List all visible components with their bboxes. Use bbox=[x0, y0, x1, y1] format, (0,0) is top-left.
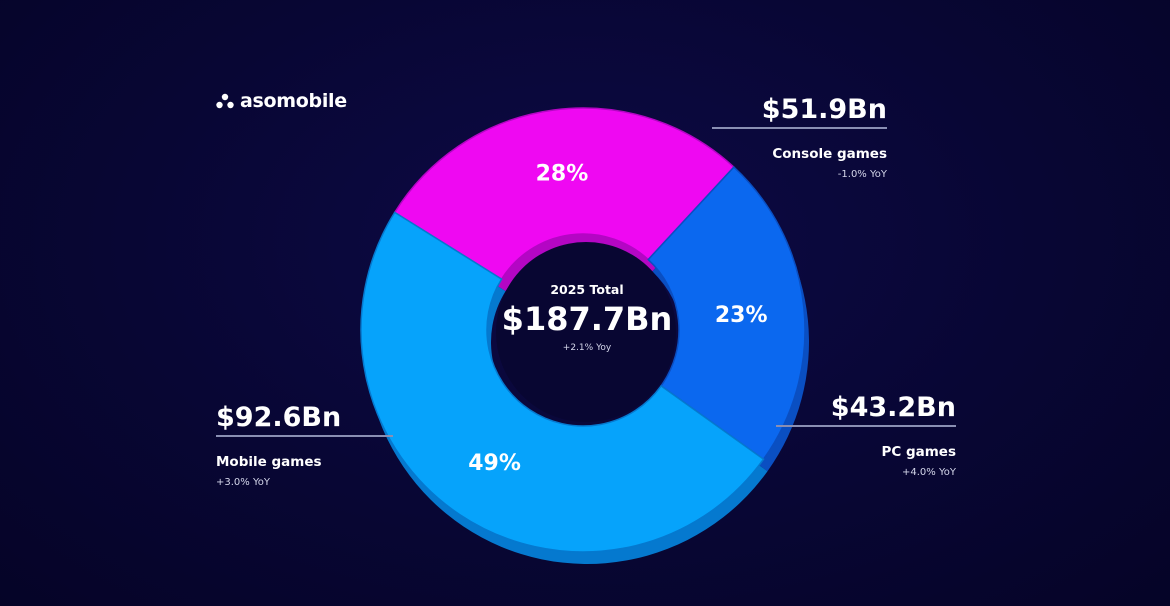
slice-label-console: 28% bbox=[536, 161, 589, 186]
callout-console-yoy: -1.0% YoY bbox=[837, 169, 887, 180]
slice-label-mobile: 49% bbox=[468, 451, 521, 476]
leader-lines bbox=[216, 127, 956, 437]
callout-pc: $43.2Bn PC games +4.0% YoY bbox=[756, 394, 956, 478]
callout-mobile-value: $92.6Bn bbox=[216, 402, 342, 433]
brand-name: asomobile bbox=[240, 90, 347, 112]
logo-icon bbox=[216, 93, 234, 109]
callout-mobile-name: Mobile games bbox=[216, 454, 322, 470]
callout-mobile: $92.6Bn Mobile games +3.0% YoY bbox=[216, 404, 416, 488]
callout-pc-yoy: +4.0% YoY bbox=[902, 467, 956, 478]
callout-console: $51.9Bn Console games -1.0% YoY bbox=[687, 96, 887, 180]
slice-pc bbox=[647, 166, 806, 461]
callout-pc-value: $43.2Bn bbox=[830, 392, 956, 423]
center-title: 2025 Total bbox=[550, 282, 623, 297]
slice-console bbox=[393, 107, 735, 281]
donut-hole bbox=[496, 242, 676, 422]
callout-console-name: Console games bbox=[772, 146, 887, 162]
center-total: 2025 Total $187.7Bn +2.1% Yoy bbox=[502, 282, 673, 353]
center-yoy: +2.1% Yoy bbox=[563, 343, 612, 353]
callout-console-value: $51.9Bn bbox=[761, 94, 887, 125]
callout-pc-name: PC games bbox=[881, 444, 956, 460]
slice-label-pc: 23% bbox=[715, 303, 768, 328]
slice-mobile bbox=[360, 211, 765, 553]
brand-logo: asomobile bbox=[216, 90, 347, 112]
center-value: $187.7Bn bbox=[502, 300, 673, 338]
callout-mobile-yoy: +3.0% YoY bbox=[216, 477, 270, 488]
